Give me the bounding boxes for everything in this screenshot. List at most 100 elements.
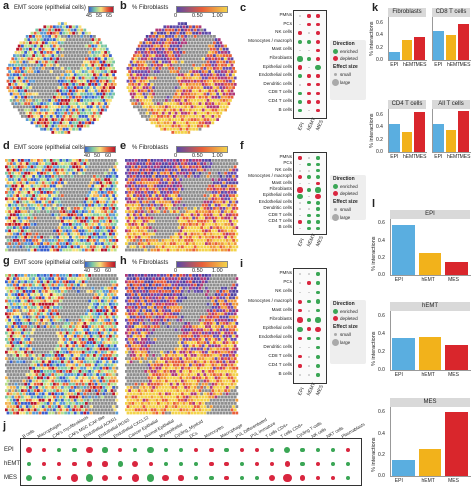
map-spot bbox=[144, 184, 147, 188]
map-spot bbox=[193, 54, 197, 57]
map-spot bbox=[30, 44, 34, 48]
map-spot bbox=[209, 239, 213, 242]
map-spot bbox=[200, 79, 203, 83]
map-spot bbox=[182, 95, 186, 99]
map-spot bbox=[89, 105, 93, 109]
map-spot bbox=[96, 168, 99, 172]
map-spot bbox=[107, 165, 111, 169]
map-spot bbox=[91, 229, 95, 233]
map-spot bbox=[33, 299, 37, 303]
map-spot bbox=[168, 226, 171, 229]
map-spot bbox=[93, 47, 96, 51]
map-spot bbox=[225, 54, 229, 57]
map-spot bbox=[45, 162, 48, 165]
map-spot bbox=[13, 219, 16, 223]
map-spot bbox=[133, 245, 136, 249]
map-spot bbox=[144, 197, 147, 201]
map-spot bbox=[89, 168, 93, 172]
map-spot bbox=[69, 38, 72, 41]
map-spot bbox=[102, 168, 106, 172]
map-spot bbox=[16, 347, 19, 351]
map-spot bbox=[211, 223, 215, 226]
map-spot bbox=[200, 162, 203, 165]
map-spot bbox=[62, 210, 66, 213]
map-spot bbox=[8, 159, 11, 162]
map-spot bbox=[184, 232, 187, 236]
map-spot bbox=[145, 245, 149, 249]
map-spot bbox=[163, 191, 167, 194]
map-spot bbox=[16, 366, 19, 370]
map-spot bbox=[176, 171, 179, 175]
map-spot bbox=[137, 76, 141, 80]
map-spot bbox=[221, 63, 224, 67]
map-spot bbox=[61, 328, 64, 332]
map-spot bbox=[83, 194, 87, 197]
map-spot bbox=[165, 118, 168, 121]
map-spot bbox=[216, 86, 219, 89]
map-spot bbox=[216, 194, 219, 197]
map-spot bbox=[81, 76, 85, 80]
map-spot bbox=[77, 200, 80, 204]
map-spot bbox=[133, 67, 136, 70]
cb-tick-a-1: 55 bbox=[96, 13, 103, 19]
map-spot bbox=[201, 121, 205, 125]
map-spot bbox=[208, 57, 211, 61]
map-spot bbox=[85, 95, 88, 99]
map-spot bbox=[56, 223, 59, 226]
map-spot bbox=[153, 235, 157, 239]
map-spot bbox=[70, 194, 74, 197]
map-spot bbox=[40, 203, 43, 207]
map-spot bbox=[64, 232, 67, 236]
map-spot bbox=[227, 171, 231, 175]
map-spot bbox=[179, 203, 183, 207]
map-spot bbox=[94, 223, 98, 226]
map-spot bbox=[169, 51, 173, 54]
map-spot bbox=[25, 232, 29, 236]
map-spot bbox=[227, 248, 231, 252]
map-spot bbox=[211, 115, 215, 118]
map-spot bbox=[201, 102, 205, 105]
map-spot bbox=[174, 207, 178, 210]
map-spot bbox=[104, 242, 107, 245]
map-spot bbox=[22, 54, 26, 57]
map-spot bbox=[102, 277, 106, 280]
map-spot bbox=[139, 111, 143, 115]
map-spot bbox=[141, 95, 144, 99]
map-spot bbox=[11, 274, 15, 277]
map-spot bbox=[77, 334, 80, 338]
map-spot bbox=[65, 57, 69, 61]
map-spot bbox=[208, 210, 211, 213]
map-spot bbox=[24, 203, 27, 207]
map-spot bbox=[81, 223, 85, 226]
map-spot bbox=[89, 366, 93, 370]
map-spot bbox=[163, 178, 167, 181]
map-spot bbox=[221, 44, 224, 48]
map-spot bbox=[193, 162, 197, 165]
map-spot bbox=[179, 171, 183, 175]
map-spot bbox=[189, 178, 192, 181]
map-spot bbox=[62, 102, 66, 105]
map-spot bbox=[193, 47, 197, 51]
map-spot bbox=[102, 226, 106, 229]
map-spot bbox=[101, 197, 104, 201]
map-spot bbox=[94, 350, 98, 354]
map-spot bbox=[54, 168, 58, 172]
map-spot bbox=[209, 187, 213, 191]
map-spot bbox=[104, 171, 107, 175]
map-spot bbox=[72, 44, 75, 48]
map-spot bbox=[157, 171, 160, 175]
map-spot bbox=[165, 28, 168, 32]
map-spot bbox=[83, 54, 87, 57]
map-spot bbox=[22, 366, 26, 370]
map-spot bbox=[126, 168, 130, 172]
map-spot bbox=[176, 76, 179, 80]
map-spot bbox=[160, 44, 163, 48]
map-spot bbox=[96, 118, 99, 121]
map-spot bbox=[184, 168, 187, 172]
map-spot bbox=[69, 102, 72, 105]
map-spot bbox=[56, 350, 59, 354]
map-spot bbox=[54, 245, 58, 249]
map-spot bbox=[25, 60, 29, 64]
map-spot bbox=[75, 38, 79, 41]
map-spot bbox=[216, 47, 219, 51]
